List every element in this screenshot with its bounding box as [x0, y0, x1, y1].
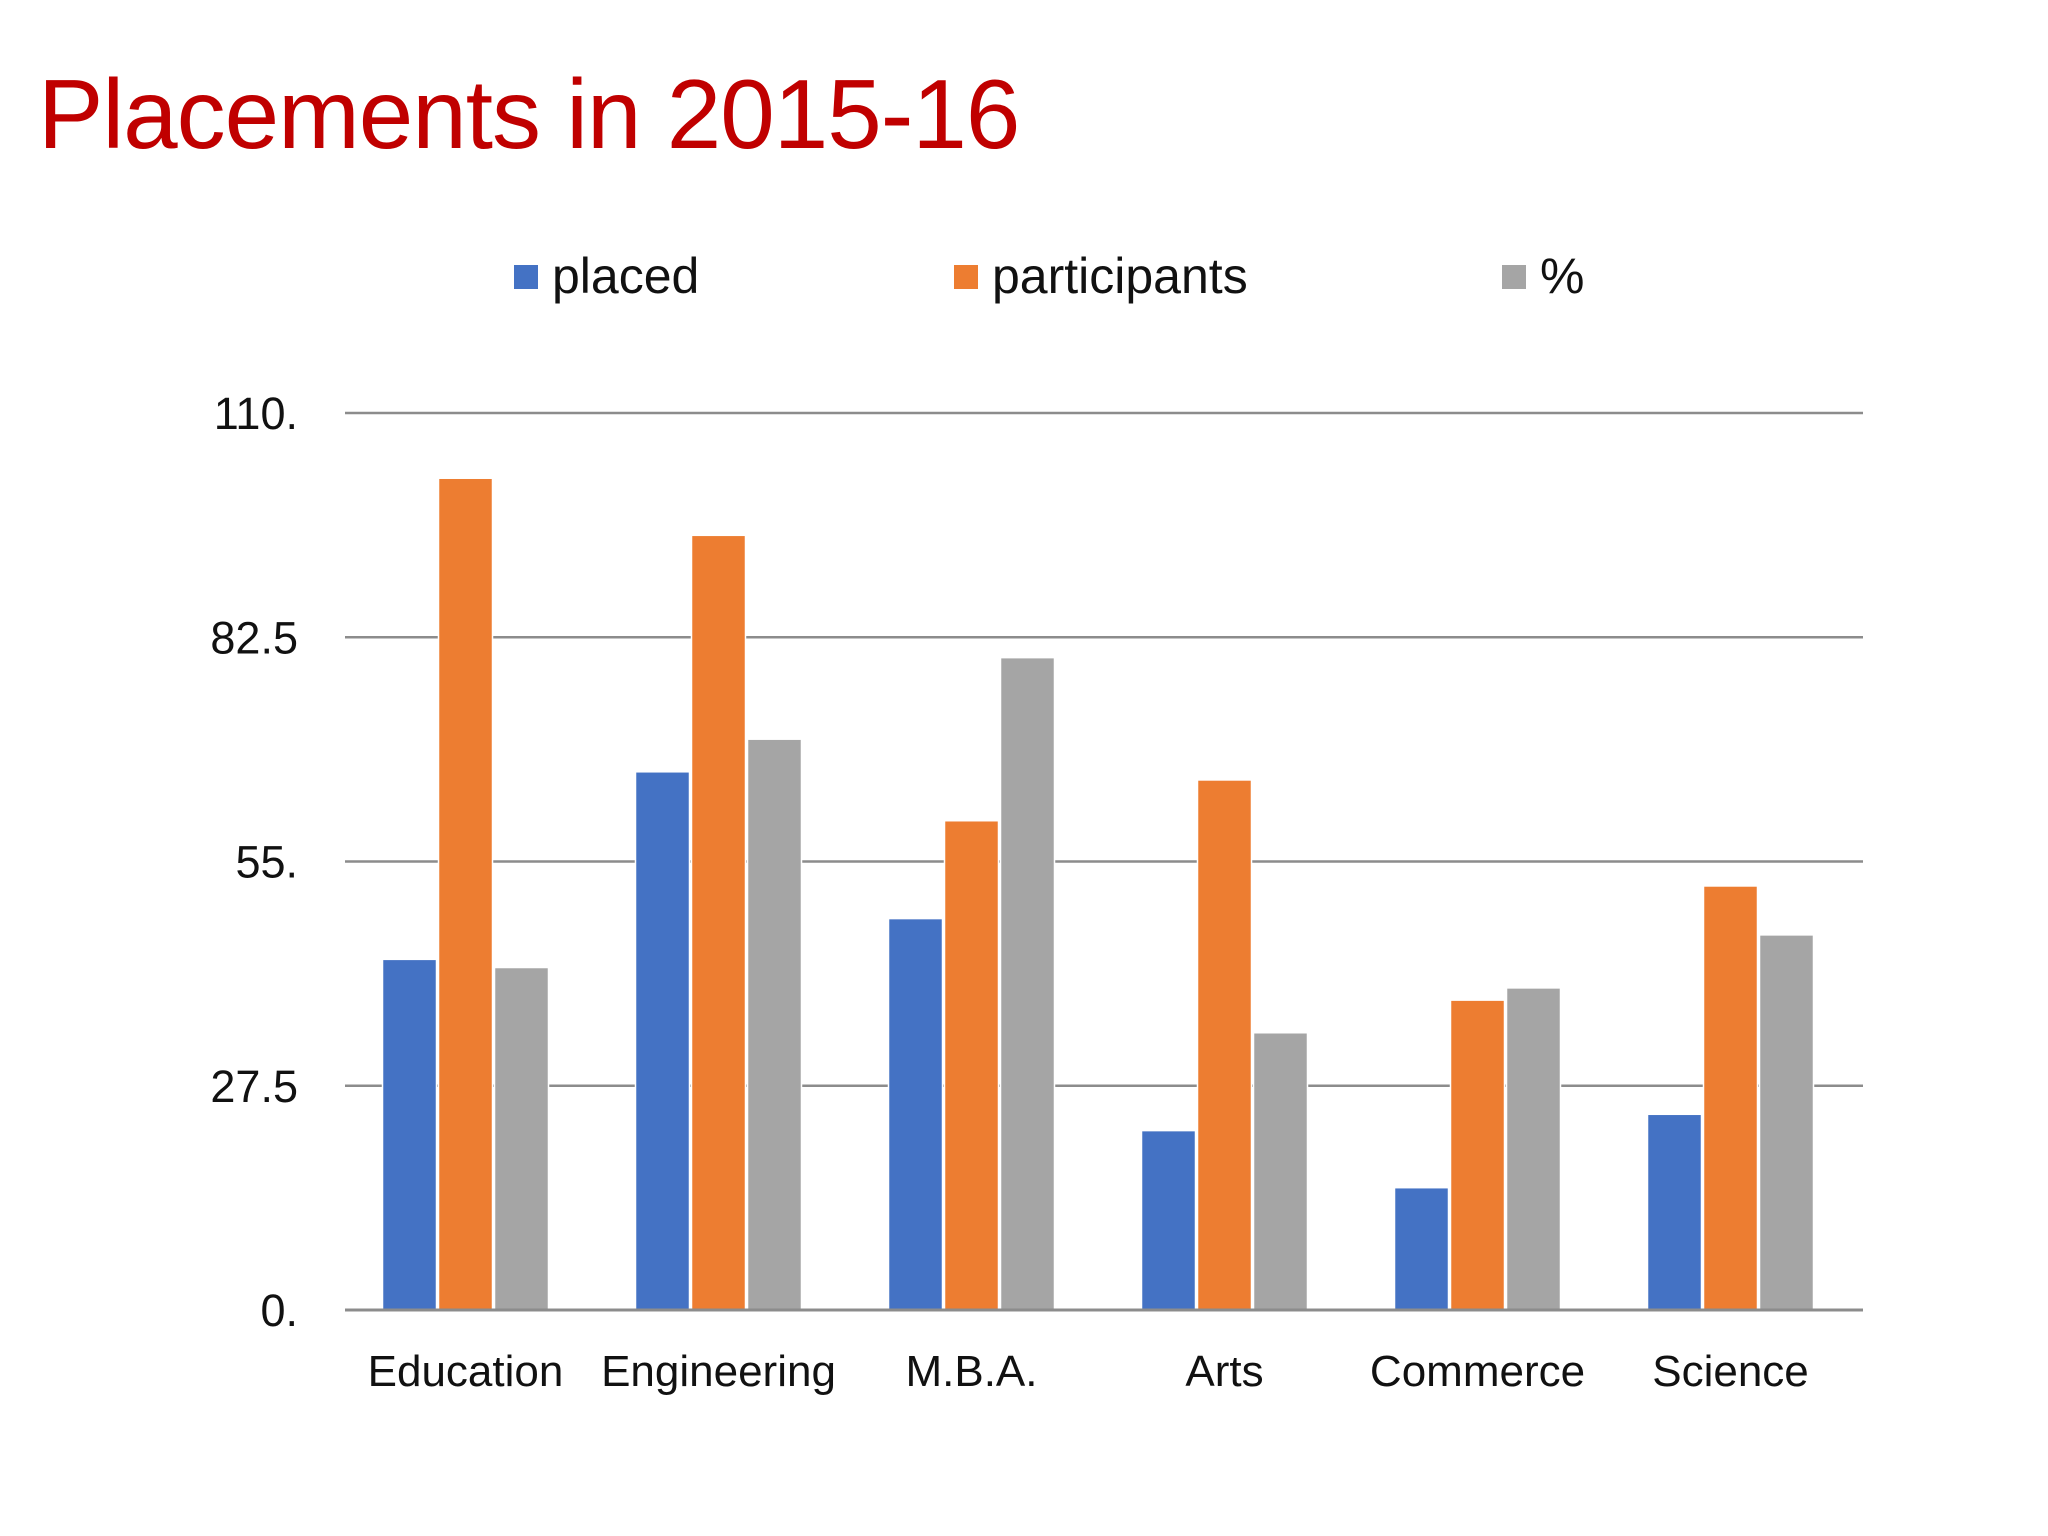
category-label: M.B.A.: [905, 1347, 1037, 1396]
bar-commerce-placed: [1393, 1186, 1450, 1311]
bar-engineering-percent: [746, 738, 803, 1311]
gridlines: [345, 411, 1863, 1087]
bar-science-percent: [1758, 934, 1815, 1311]
y-tick-label: 27.5: [210, 1061, 298, 1112]
category-label: Commerce: [1370, 1347, 1585, 1396]
y-axis-ticks: 0. 27.5 55. 82.5 110.: [210, 388, 298, 1336]
bar-mba-participants: [943, 819, 1000, 1311]
legend-label: placed: [552, 248, 699, 304]
y-tick-label: 55.: [235, 837, 298, 888]
legend-label: participants: [992, 248, 1248, 304]
category-labels: Education Engineering M.B.A. Arts Commerce Sc…: [368, 1347, 1809, 1396]
y-tick-label: 82.5: [210, 612, 298, 663]
legend-swatch: [954, 265, 978, 289]
bar-science-placed: [1646, 1113, 1703, 1311]
legend-swatch: [1502, 265, 1526, 289]
legend-label: %: [1540, 248, 1584, 304]
category-label: Science: [1652, 1347, 1809, 1396]
legend: placed participants%: [514, 248, 1584, 304]
bar-engineering-placed: [634, 771, 691, 1311]
bar-arts-placed: [1140, 1129, 1197, 1311]
slide-title: Placements in 2015-16: [38, 59, 1020, 169]
bar-engineering-participants: [690, 534, 747, 1311]
bar-education-percent: [493, 966, 550, 1311]
bar-commerce-participants: [1449, 999, 1506, 1311]
y-tick-label: 0.: [260, 1285, 298, 1336]
bar-science-participants: [1702, 885, 1759, 1311]
bar-education-placed: [381, 958, 438, 1311]
bars: [381, 477, 1815, 1311]
bar-mba-placed: [887, 917, 944, 1311]
category-label: Engineering: [601, 1347, 836, 1396]
category-label: Education: [368, 1347, 564, 1396]
legend-swatch: [514, 265, 538, 289]
y-tick-label: 110.: [214, 388, 298, 439]
bar-education-participants: [437, 477, 494, 1311]
bar-arts-percent: [1252, 1031, 1309, 1311]
bar-commerce-percent: [1505, 987, 1562, 1311]
bar-arts-participants: [1196, 779, 1253, 1311]
bar-mba-percent: [999, 656, 1056, 1311]
category-label: Arts: [1185, 1347, 1263, 1396]
